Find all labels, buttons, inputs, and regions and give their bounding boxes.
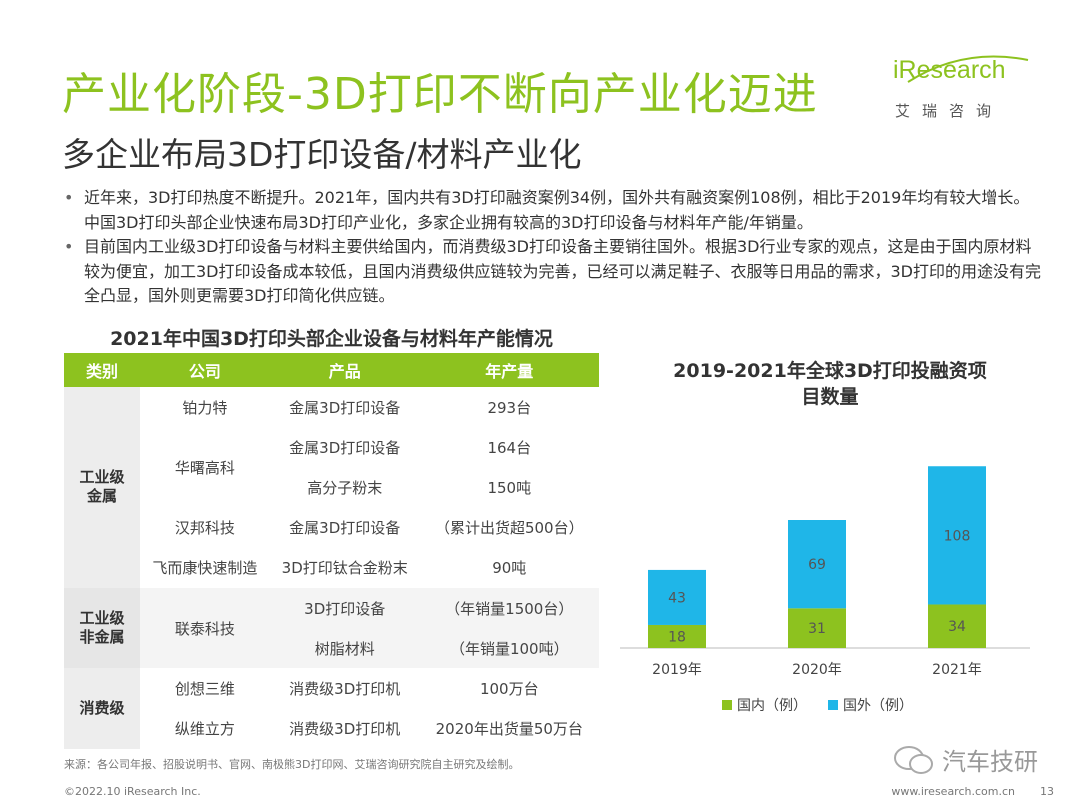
legend-label: 国外（例） [843, 698, 913, 714]
iresearch-logo: iResearch 艾瑞咨询 [893, 55, 1033, 126]
table-row: 消费级 创想三维 消费级3D打印机 100万台 [64, 668, 599, 749]
page-subtitle: 多企业布局3D打印设备/材料产业化 [62, 135, 582, 174]
logo-swoosh-icon [907, 55, 1029, 83]
output-cell: 90吨 [419, 547, 599, 588]
category-cell: 工业级 金属 [64, 387, 140, 588]
category-label: 工业级 非金属 [79, 609, 125, 647]
page-title: 产业化阶段-3D打印不断向产业化迈进 [62, 69, 818, 120]
company-cell: 汉邦科技 [139, 507, 270, 548]
header-cell: 类别 [64, 353, 140, 387]
company-cell: 联泰科技 [139, 587, 270, 669]
table-row: 工业级 非金属 联泰科技 3D打印设备 （年销量1500台） [64, 587, 599, 669]
footer-right: www.iresearch.com.cn 13 [891, 785, 1054, 798]
legend-label: 国内（例） [737, 698, 807, 714]
category-cell: 工业级 非金属 [64, 587, 140, 669]
bullet-list: 近年来，3D打印热度不断提升。2021年，国内共有3D打印融资案例34例，国外共… [62, 186, 1042, 309]
header-cell: 年产量 [419, 353, 599, 387]
output-cell: 100万台 [419, 668, 599, 709]
table-row: 纵维立方 消费级3D打印机 2020年出货量50万台 [64, 708, 599, 749]
capacity-table: 类别 公司 产品 年产量 工业级 金属 铂力特 金属3D打印设备 293台 华曙… [64, 353, 599, 749]
table-title: 2021年中国3D打印头部企业设备与材料年产能情况 [110, 328, 553, 350]
output-cell: 2020年出货量50万台 [419, 708, 599, 749]
output-cell: 164台 [419, 427, 599, 468]
company-cell: 纵维立方 [139, 708, 270, 749]
bar-segment [928, 466, 986, 605]
bullet-item: 近年来，3D打印热度不断提升。2021年，国内共有3D打印融资案例34例，国外共… [62, 186, 1042, 235]
table-header-row: 类别 公司 产品 年产量 [64, 353, 599, 387]
table-row: 飞而康快速制造 3D打印钛合金粉末 90吨 [64, 547, 599, 588]
bar-segment [788, 520, 846, 609]
output-cell: （累计出货超500台） [419, 507, 599, 548]
data-label: 69 [808, 557, 826, 573]
table-row: 树脂材料 （年销量100吨） [64, 628, 599, 669]
product-cell: 高分子粉末 [269, 467, 420, 508]
data-label: 34 [948, 619, 966, 635]
output-cell: 293台 [419, 387, 599, 428]
product-cell: 金属3D打印设备 [269, 387, 420, 428]
bar-segment [788, 608, 846, 648]
watermark-text: 汽车技研 [942, 748, 1038, 776]
header-cell: 公司 [139, 353, 270, 387]
data-label: 43 [668, 590, 686, 606]
bar-segment [648, 624, 706, 648]
watermark: 汽车技研 [886, 742, 1056, 778]
product-cell: 3D打印钛合金粉末 [269, 547, 420, 588]
legend-swatch [828, 700, 838, 710]
product-cell: 消费级3D打印机 [269, 708, 420, 749]
category-cell: 消费级 [64, 668, 140, 749]
legend-swatch [722, 700, 732, 710]
chart-title: 2019-2021年全球3D打印投融资项目数量 [620, 358, 1040, 410]
company-cell: 华曙高科 [139, 427, 270, 508]
data-label: 31 [808, 621, 826, 637]
chart-title-text: 2019-2021年全球3D打印投融资项目数量 [673, 360, 987, 408]
output-cell: （年销量1500台） [419, 587, 599, 629]
x-tick-label: 2020年 [792, 662, 842, 678]
data-label: 18 [668, 629, 686, 645]
logo-subtext: 艾瑞咨询 [895, 102, 1004, 120]
source-note: 来源：各公司年报、招股说明书、官网、南极熊3D打印网、艾瑞咨询研究院自主研究及绘… [64, 758, 520, 771]
output-cell: （年销量100吨） [419, 628, 599, 669]
x-tick-label: 2019年 [652, 662, 702, 678]
table-row: 工业级 金属 铂力特 金属3D打印设备 293台 [64, 387, 599, 588]
company-cell: 飞而康快速制造 [139, 547, 270, 588]
bullet-item: 目前国内工业级3D打印设备与材料主要供给国内，而消费级3D打印设备主要销往国外。… [62, 235, 1042, 309]
wechat-icon [894, 746, 933, 774]
site-url: www.iresearch.com.cn [891, 785, 1015, 798]
bar-segment [928, 604, 986, 648]
bar-segment [648, 569, 706, 625]
company-cell: 铂力特 [139, 387, 270, 428]
category-label: 工业级 金属 [79, 468, 125, 506]
company-cell: 创想三维 [139, 668, 270, 709]
data-label: 108 [944, 528, 971, 544]
table-row: 汉邦科技 金属3D打印设备 （累计出货超500台） [64, 507, 599, 548]
x-tick-label: 2021年 [932, 662, 982, 678]
product-cell: 3D打印设备 [269, 587, 420, 629]
table-row: 高分子粉末 150吨 [64, 467, 599, 508]
output-cell: 150吨 [419, 467, 599, 508]
category-label: 消费级 [79, 699, 125, 717]
product-cell: 金属3D打印设备 [269, 427, 420, 468]
table-row: 华曙高科 金属3D打印设备 164台 [64, 427, 599, 508]
product-cell: 金属3D打印设备 [269, 507, 420, 548]
product-cell: 消费级3D打印机 [269, 668, 420, 709]
copyright: ©2022.10 iResearch Inc. [64, 785, 201, 798]
header-cell: 产品 [269, 353, 420, 387]
logo-text: iResearch [893, 56, 1006, 84]
product-cell: 树脂材料 [269, 628, 420, 669]
page-number: 13 [1040, 785, 1054, 798]
